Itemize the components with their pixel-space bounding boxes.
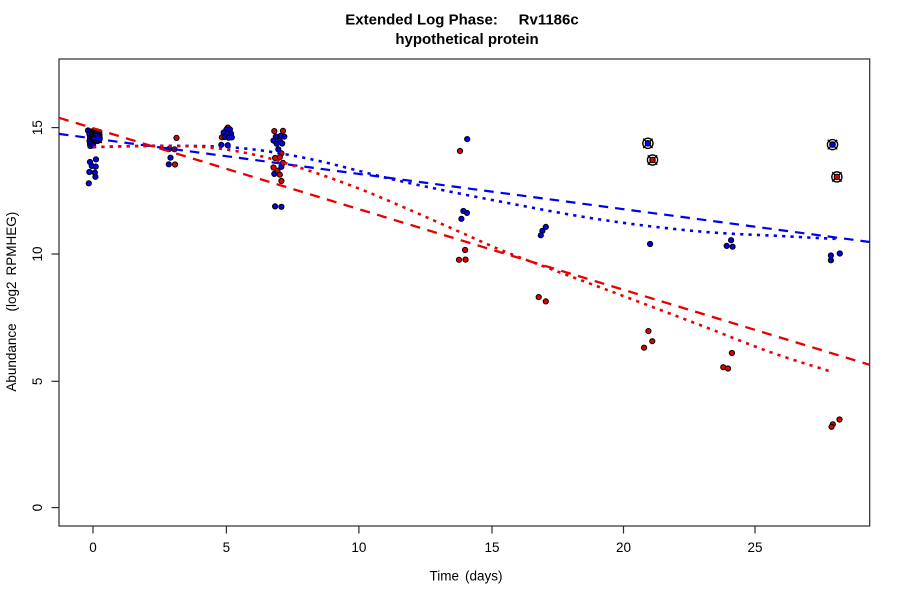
svg-text:25: 25 (747, 540, 762, 555)
svg-text:5: 5 (223, 540, 231, 555)
svg-text:10: 10 (351, 540, 366, 555)
svg-text:Abundance (log2 RPMHEG): Abundance (log2 RPMHEG) (4, 212, 19, 392)
svg-text:15: 15 (484, 540, 499, 555)
svg-text:20: 20 (616, 540, 631, 555)
svg-text:0: 0 (30, 504, 45, 512)
svg-text:0: 0 (89, 540, 97, 555)
svg-text:10: 10 (30, 246, 45, 261)
svg-text:Extended Log Phase: Rv1186: Extended Log Phase: Rv1186c (345, 12, 578, 29)
svg-text:Time (days): Time (days) (430, 569, 503, 584)
svg-text:5: 5 (30, 378, 45, 386)
svg-text:hypothetical protein: hypothetical protein (395, 31, 538, 48)
svg-text:15: 15 (30, 120, 45, 135)
